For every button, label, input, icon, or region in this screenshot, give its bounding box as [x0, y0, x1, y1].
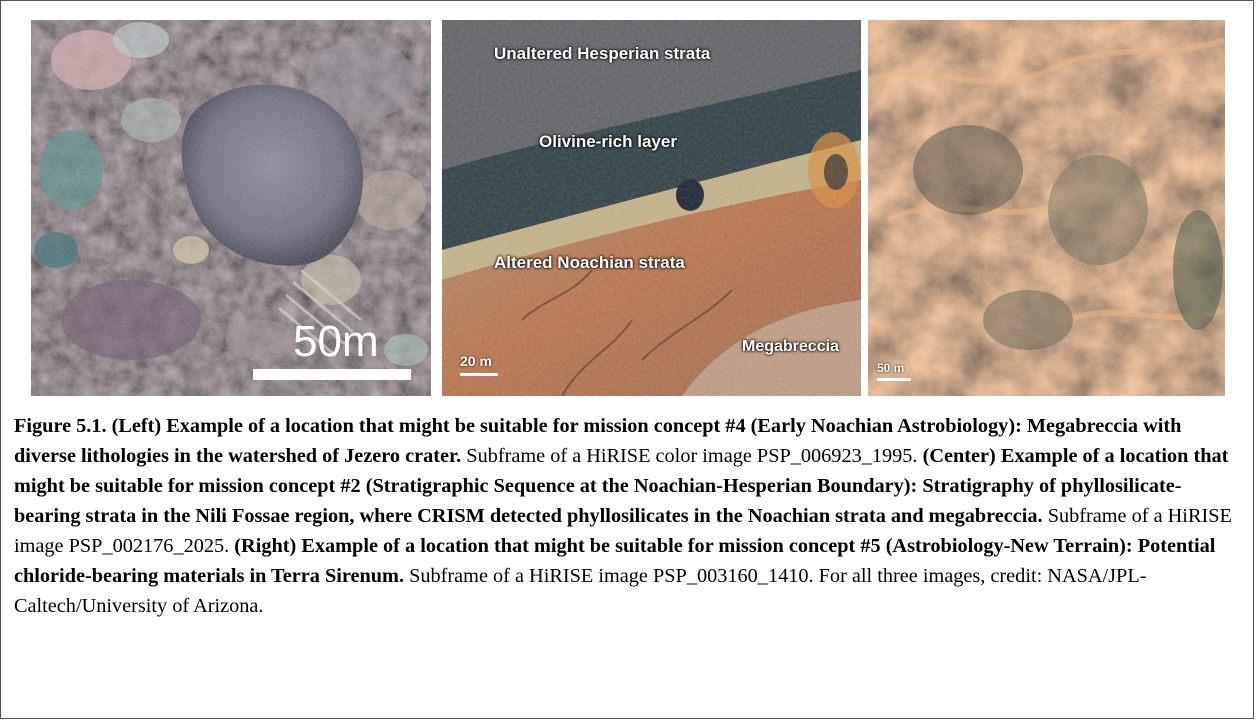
label-megabreccia: Megabreccia — [742, 338, 839, 355]
terra-sirenum-image: 50 m — [868, 20, 1225, 396]
scale-label-left: 50m — [293, 317, 379, 366]
label-altered-noachian: Altered Noachian strata — [494, 253, 685, 272]
scale-label-center: 20 m — [460, 353, 492, 369]
scale-bar-center — [460, 373, 498, 376]
caption-center-title: (Center) Example of a location that migh… — [14, 445, 1229, 527]
figure-caption: Figure 5.1. (Left) Example of a location… — [14, 411, 1242, 621]
megabreccia-photo — [31, 20, 431, 396]
scale-bar-left — [253, 369, 411, 380]
stratigraphy-image: Unaltered Hesperian strata Olivine-rich … — [442, 20, 861, 396]
caption-center-text: Subframe of a HiRISE image PSP_002176_20… — [14, 505, 1232, 557]
stratigraphy-photo — [442, 20, 861, 396]
caption-left-title: Figure 5.1. (Left) Example of a location… — [14, 415, 1182, 467]
scale-bar-right — [877, 378, 911, 381]
scale-label-right: 50 m — [877, 361, 905, 375]
caption-right-title: (Right) Example of a location that might… — [14, 535, 1216, 587]
megabreccia-image: 50m — [31, 20, 431, 396]
label-olivine-rich: Olivine-rich layer — [539, 132, 677, 151]
label-unaltered-hesperian: Unaltered Hesperian strata — [494, 44, 711, 63]
caption-right-text: Subframe of a HiRISE image PSP_003160_14… — [14, 565, 1147, 617]
terra-sirenum-photo — [868, 20, 1225, 396]
caption-left-text: Subframe of a HiRISE color image PSP_006… — [461, 445, 923, 467]
